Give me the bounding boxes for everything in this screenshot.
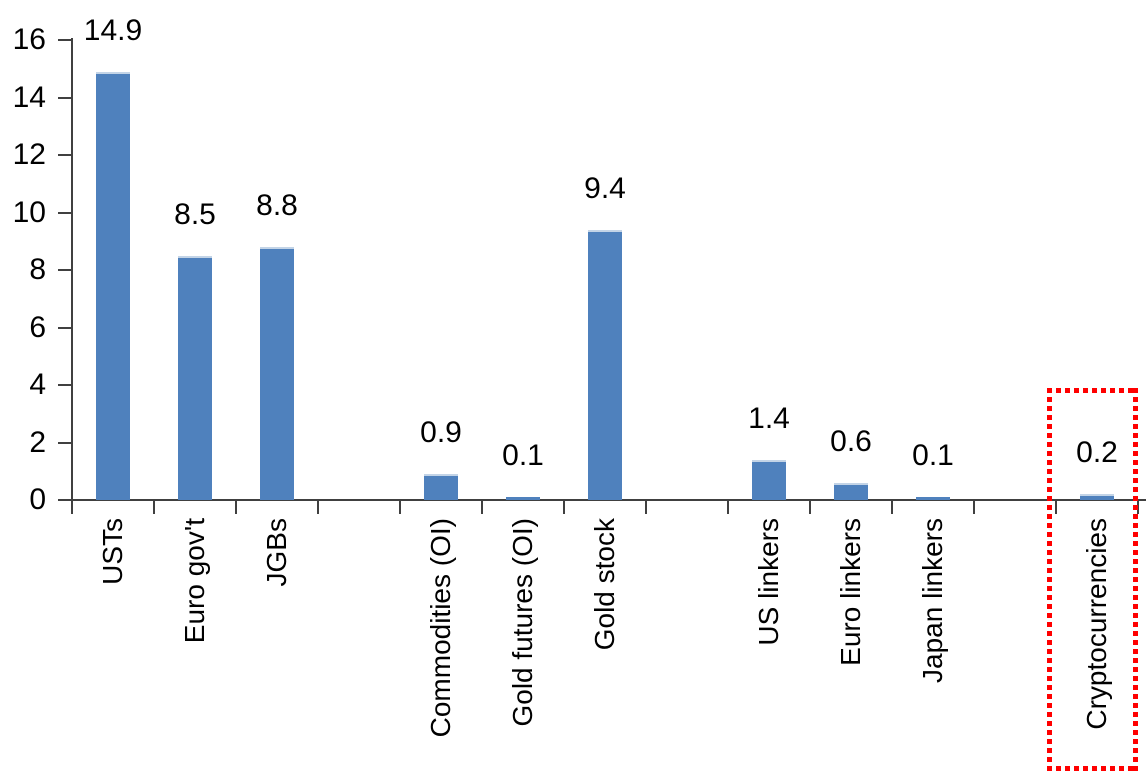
y-axis-tick [58, 97, 72, 99]
bar-value-label: 0.2 [1076, 436, 1118, 469]
bar [260, 247, 294, 500]
x-axis-tick [317, 500, 319, 514]
y-axis-tick-label: 4 [29, 368, 46, 401]
bar-value-label: 14.9 [83, 14, 143, 47]
bar-value-label: 9.4 [584, 172, 626, 205]
y-axis-tick [58, 499, 72, 501]
x-axis-category-label: JGBs [261, 518, 292, 587]
y-axis-tick-label: 12 [12, 138, 46, 171]
bar [178, 256, 212, 500]
x-axis-tick [481, 500, 483, 514]
bar-value-label: 8.8 [256, 189, 298, 222]
x-axis-category-label: Cryptocurrencies [1081, 518, 1112, 730]
x-axis-tick [1055, 500, 1057, 514]
x-axis-tick [235, 500, 237, 514]
x-axis-line [71, 499, 1146, 501]
bar-value-label: 1.4 [748, 402, 790, 435]
y-axis-tick [58, 154, 72, 156]
bar [96, 72, 130, 500]
y-axis-tick-label: 16 [12, 23, 46, 56]
bar-value-label: 0.1 [502, 439, 544, 472]
x-axis-tick [563, 500, 565, 514]
y-axis-tick [58, 327, 72, 329]
x-axis-tick [153, 500, 155, 514]
x-axis-tick [1137, 500, 1139, 514]
bar [588, 230, 622, 500]
bar-value-label: 0.9 [420, 416, 462, 449]
x-axis-category-label: Gold futures (OI) [507, 518, 538, 727]
bar [506, 497, 540, 500]
highlight-box-bottom-edge [1047, 766, 1138, 771]
x-axis-category-label: Japan linkers [917, 518, 948, 683]
x-axis-tick [727, 500, 729, 514]
x-axis-tick [891, 500, 893, 514]
x-axis-category-label: Euro linkers [835, 518, 866, 666]
highlight-box-right-edge [1133, 388, 1138, 771]
y-axis-tick [58, 212, 72, 214]
y-axis-tick-label: 6 [29, 311, 46, 344]
bar [916, 497, 950, 500]
bar-value-label: 0.1 [912, 439, 954, 472]
x-axis-tick [399, 500, 401, 514]
x-axis-category-label: USTs [97, 518, 128, 585]
x-axis-tick [71, 500, 73, 514]
x-axis-category-label: Gold stock [589, 518, 620, 651]
x-axis-tick [645, 500, 647, 514]
y-axis-tick [58, 384, 72, 386]
y-axis-tick-label: 8 [29, 253, 46, 286]
x-axis-tick [973, 500, 975, 514]
bar [752, 460, 786, 500]
y-axis-tick-label: 0 [29, 483, 46, 516]
x-axis-category-label: Commodities (OI) [425, 518, 456, 738]
y-axis-tick [58, 39, 72, 41]
y-axis-tick-label: 14 [12, 81, 46, 114]
highlight-box-left-edge [1047, 388, 1052, 771]
bar [1080, 494, 1114, 500]
bar [834, 483, 868, 500]
y-axis-tick-label: 2 [29, 426, 46, 459]
x-axis-tick [809, 500, 811, 514]
y-axis-tick [58, 269, 72, 271]
y-axis-tick [58, 442, 72, 444]
bar [424, 474, 458, 500]
y-axis-line [71, 38, 73, 514]
y-axis-tick-label: 10 [12, 196, 46, 229]
x-axis-category-label: Euro gov't [179, 518, 210, 644]
highlight-box-top-edge [1047, 388, 1138, 393]
bar-value-label: 8.5 [174, 198, 216, 231]
x-axis-category-label: US linkers [753, 518, 784, 646]
bar-value-label: 0.6 [830, 425, 872, 458]
